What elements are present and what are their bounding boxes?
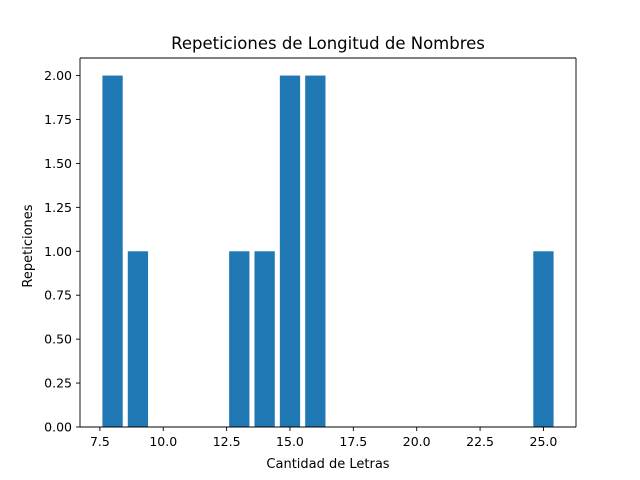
bar-13 <box>229 251 250 427</box>
x-axis-label: Cantidad de Letras <box>266 457 389 472</box>
ticks-layer: 7.5 10.0 12.5 15.0 17.5 20.0 22.5 25.0 0.00 0.25 0… <box>44 68 557 449</box>
bars-layer <box>102 75 554 427</box>
y-tick-label: 0.50 <box>44 332 72 347</box>
bar-16 <box>305 75 326 427</box>
x-tick-label: 20.0 <box>403 434 431 449</box>
x-tick-label: 17.5 <box>339 434 367 449</box>
y-tick-label: 1.00 <box>44 244 72 259</box>
bar-9 <box>127 251 149 427</box>
bar-14 <box>254 251 275 427</box>
x-tick-label: 22.5 <box>466 434 494 449</box>
x-tick-label: 15.0 <box>276 434 304 449</box>
y-tick-label: 1.50 <box>44 156 72 171</box>
bar-25 <box>533 251 554 427</box>
y-axis-label: Repeticiones <box>21 204 36 287</box>
y-tick-label: 0.00 <box>44 420 72 435</box>
y-tick-label: 1.75 <box>44 112 72 127</box>
y-tick-label: 2.00 <box>44 68 72 83</box>
bar-8 <box>102 75 123 427</box>
axes-layer <box>79 57 577 428</box>
x-tick-label: 12.5 <box>213 434 241 449</box>
y-tick-label: 1.25 <box>44 200 72 215</box>
x-tick-label: 10.0 <box>149 434 177 449</box>
y-tick-label: 0.75 <box>44 288 72 303</box>
x-tick-label: 25.0 <box>530 434 558 449</box>
bar-15 <box>279 75 301 427</box>
y-tick-label: 0.25 <box>44 376 72 391</box>
chart-title: Repeticiones de Longitud de Nombres <box>171 34 485 53</box>
x-tick-label: 7.5 <box>90 434 110 449</box>
